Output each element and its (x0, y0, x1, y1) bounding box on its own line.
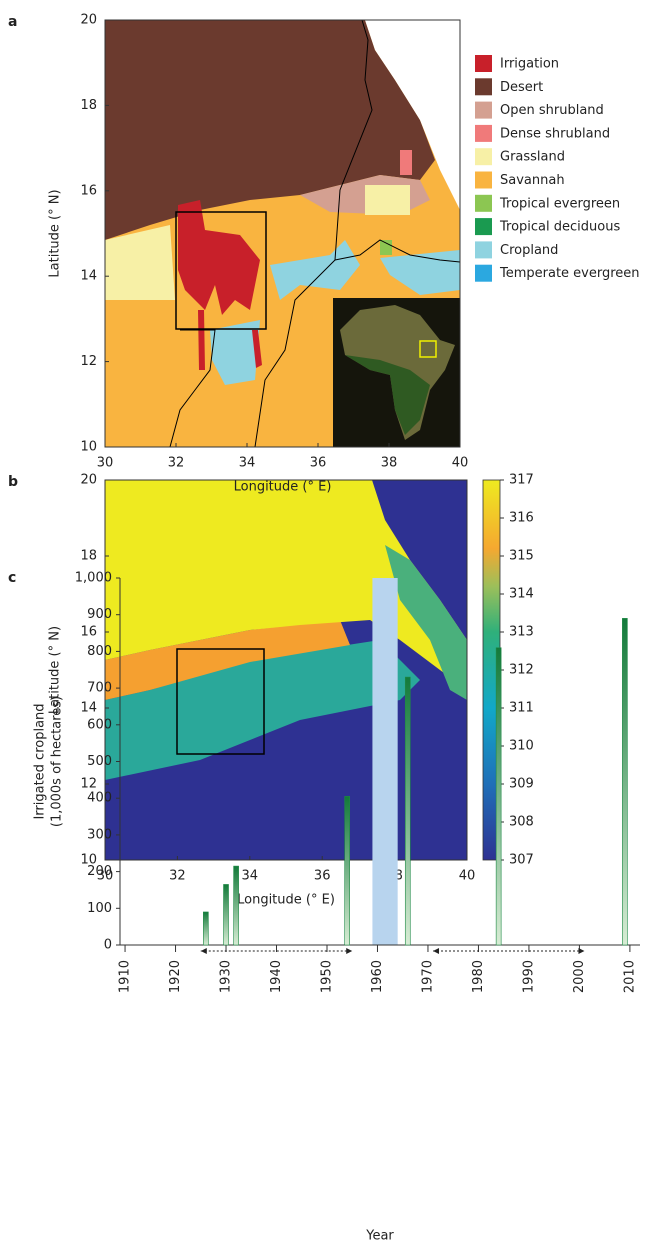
x-tick-label: 1960 (370, 960, 385, 993)
panel-label: a (8, 14, 17, 30)
x-tick-label: 34 (242, 869, 259, 884)
x-tick-label: 1910 (118, 960, 133, 993)
y-tick-label: 16 (80, 183, 97, 198)
x-axis-label: Year (365, 1229, 394, 1244)
y-axis-label: Irrigated cropland (33, 703, 48, 819)
legend-swatch (475, 101, 492, 119)
legend-swatch (475, 241, 492, 259)
legend-label: Cropland (500, 243, 558, 258)
legend-label: Irrigation (500, 57, 559, 72)
x-tick-label: 1920 (168, 960, 183, 993)
colorbar-tick-label: 307 (509, 853, 534, 868)
y-tick-label: 20 (80, 473, 97, 488)
colorbar-tick-label: 317 (509, 473, 534, 488)
x-tick-label: 1930 (219, 960, 234, 993)
legend-label: Open shrubland (500, 103, 604, 118)
temperature-map (105, 479, 501, 861)
x-axis-label: Longitude (° E) (234, 480, 332, 495)
x-tick-label: 1980 (471, 960, 486, 993)
y-tick-label: 18 (80, 98, 97, 113)
y-tick-label: 200 (87, 864, 112, 879)
y-tick-label: 20 (80, 13, 97, 28)
bar (233, 865, 239, 946)
plot-frame (104, 19, 461, 448)
x-tick-label: 2010 (622, 960, 637, 993)
legend-label: Tropical deciduous (499, 220, 620, 235)
y-axis-label: (1,000s of hectares) (50, 696, 65, 827)
legend-swatch (475, 194, 492, 212)
legend-swatch (475, 124, 492, 142)
colorbar-tick-label: 314 (509, 587, 534, 602)
colorbar-tick-label: 315 (509, 549, 534, 564)
legend-swatch (475, 78, 492, 96)
y-tick-label: 1,000 (75, 571, 112, 586)
x-tick-label: 1990 (521, 960, 536, 993)
colorbar-tick-label: 308 (509, 815, 534, 830)
y-tick-label: 16 (80, 625, 97, 640)
legend-swatch (475, 148, 492, 166)
y-tick-label: 900 (87, 607, 112, 622)
y-tick-label: 14 (80, 269, 97, 284)
x-tick-label: 1950 (319, 960, 334, 993)
colorbar-tick-label: 310 (509, 739, 534, 754)
x-tick-label: 38 (381, 456, 398, 471)
legend-label: Savannah (500, 173, 565, 188)
y-tick-label: 0 (104, 938, 112, 953)
panel-label: b (8, 474, 18, 490)
colorbar-tick-label: 311 (509, 701, 534, 716)
y-tick-label: 700 (87, 681, 112, 696)
x-tick-label: 2000 (572, 960, 587, 993)
y-tick-label: 12 (80, 354, 97, 369)
y-tick-label: 600 (87, 717, 112, 732)
panel-label: c (8, 570, 16, 586)
x-axis-label: Longitude (° E) (237, 893, 335, 908)
bar (404, 676, 411, 946)
x-tick-label: 32 (169, 869, 186, 884)
bar (223, 884, 229, 946)
colorbar-tick-label: 312 (509, 663, 534, 678)
x-tick-label: 30 (97, 869, 114, 884)
legend-label: Dense shrubland (500, 126, 610, 141)
y-tick-label: 10 (80, 440, 97, 455)
y-tick-label: 100 (87, 901, 112, 916)
x-tick-label: 32 (168, 456, 185, 471)
x-tick-label: 1970 (420, 960, 435, 993)
shaded-span (372, 578, 398, 945)
legend-swatch (475, 264, 492, 282)
y-tick-label: 12 (80, 777, 97, 792)
x-tick-label: 34 (239, 456, 256, 471)
y-tick-label: 300 (87, 827, 112, 842)
y-tick-label: 500 (87, 754, 112, 769)
bar (344, 796, 350, 946)
land-cover-map (105, 19, 461, 448)
colorbar-tick-label: 316 (509, 511, 534, 526)
bar (622, 618, 628, 946)
legend-label: Desert (500, 80, 543, 95)
legend-label: Temperate evergreen (499, 266, 640, 281)
bar (495, 647, 502, 946)
y-tick-label: 400 (87, 791, 112, 806)
legend-label: Tropical evergreen (499, 196, 620, 211)
bar (203, 911, 209, 946)
x-tick-label: 30 (97, 456, 114, 471)
plot-frame (104, 479, 468, 861)
y-axis-label: Latitude (° N) (48, 189, 63, 277)
x-tick-label: 36 (314, 869, 331, 884)
x-tick-label: 40 (452, 456, 469, 471)
legend-label: Grassland (500, 150, 565, 165)
x-tick-label: 1940 (269, 960, 284, 993)
x-tick-label: 40 (459, 869, 476, 884)
legend-swatch (475, 171, 492, 189)
y-tick-label: 18 (80, 549, 97, 564)
legend-swatch (475, 218, 492, 236)
legend-swatch (475, 55, 492, 72)
y-tick-label: 10 (80, 853, 97, 868)
colorbar-tick-label: 309 (509, 777, 534, 792)
y-tick-label: 14 (80, 701, 97, 716)
x-tick-label: 36 (310, 456, 327, 471)
colorbar-tick-label: 313 (509, 625, 534, 640)
y-tick-label: 800 (87, 644, 112, 659)
y-axis-label: Latitude (° N) (48, 626, 63, 714)
